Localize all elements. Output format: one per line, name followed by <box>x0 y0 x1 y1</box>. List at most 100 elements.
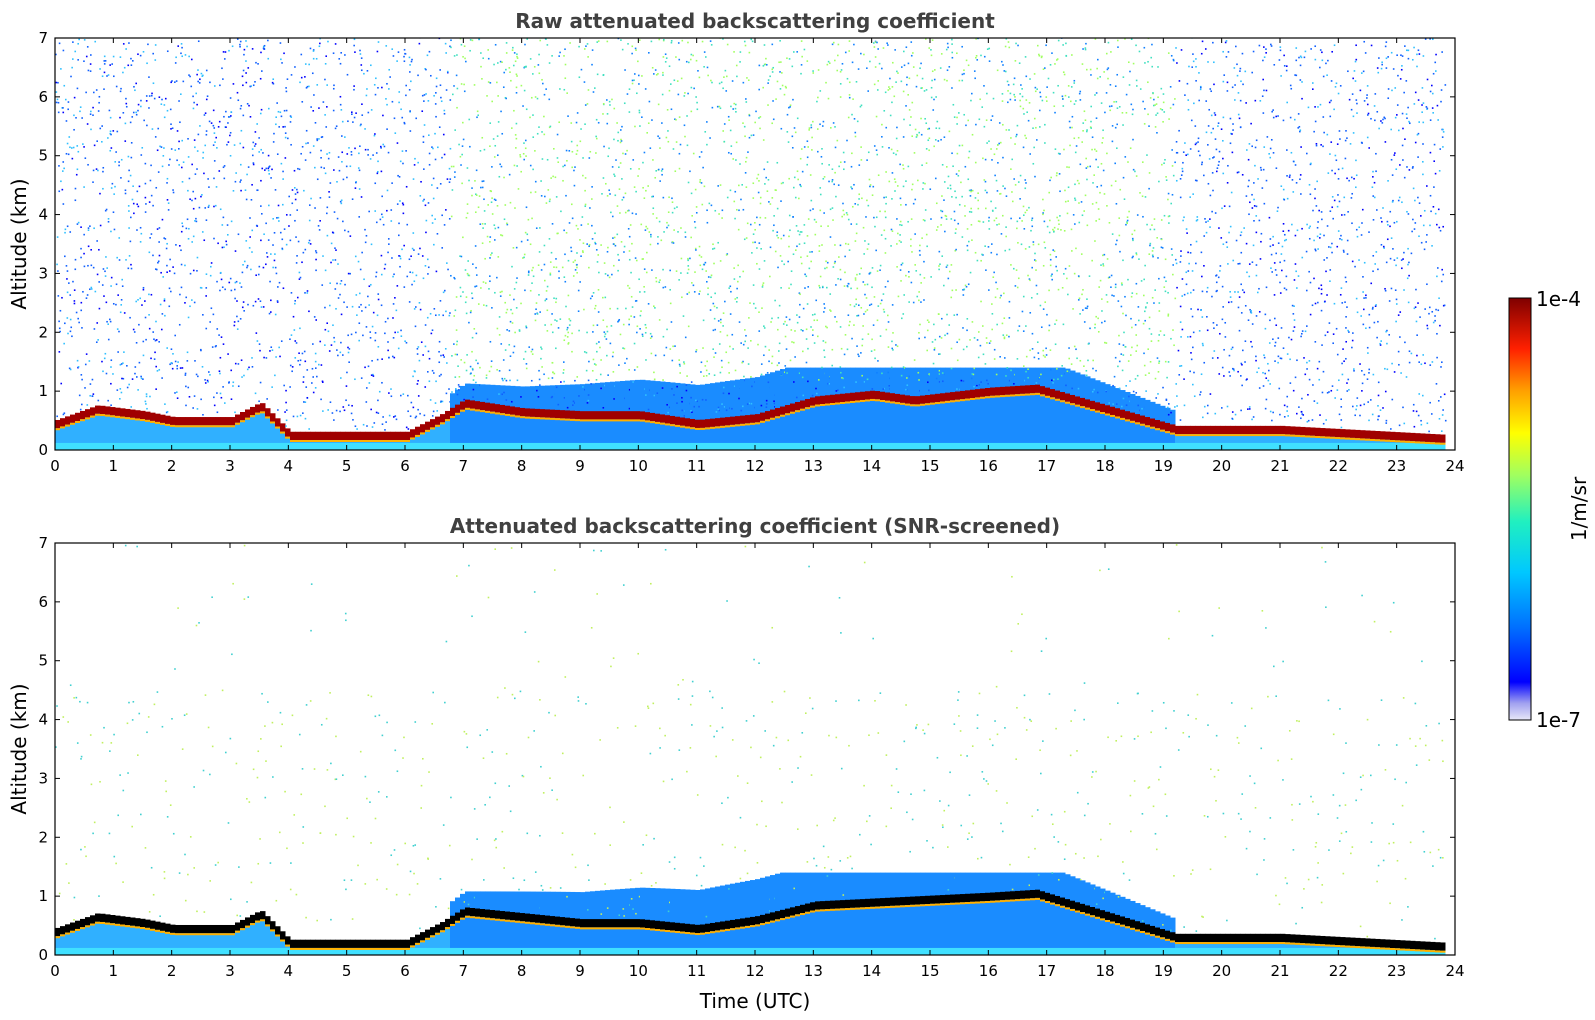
noise-speckle <box>523 66 526 68</box>
layer-top-cell <box>915 396 921 405</box>
mixed-layer-cell <box>350 435 356 450</box>
noise-speckle <box>266 398 268 400</box>
noise-speckle <box>740 198 742 201</box>
noise-speckle <box>828 164 830 166</box>
noise-speckle <box>456 87 459 90</box>
noise-speckle <box>771 68 774 71</box>
noise-speckle <box>464 301 467 304</box>
noise-speckle <box>774 250 777 253</box>
noise-speckle <box>903 118 905 121</box>
noise-speckle <box>966 345 968 348</box>
noise-speckle <box>168 305 171 308</box>
noise-speckle <box>496 205 499 207</box>
noise-speckle <box>871 338 873 341</box>
noise-speckle <box>347 120 349 123</box>
noise-speckle <box>928 137 931 140</box>
noise-speckle <box>620 140 623 142</box>
noise-speckle <box>622 347 624 349</box>
noise-speckle <box>584 104 587 106</box>
noise-speckle <box>453 315 456 317</box>
layer-edge-cell <box>615 419 621 422</box>
noise-speckle <box>239 181 242 183</box>
noise-speckle <box>584 189 586 192</box>
surface-layer-cell <box>945 442 951 450</box>
noise-speckle <box>703 65 705 68</box>
noise-speckle <box>907 220 909 223</box>
noise-speckle <box>792 98 794 101</box>
layer-edge-cell <box>340 439 346 442</box>
noise-speckle <box>489 275 491 277</box>
noise-speckle <box>196 73 198 76</box>
noise-speckle <box>851 337 853 340</box>
noise-speckle <box>274 374 276 377</box>
noise-speckle <box>910 245 912 247</box>
mixed-layer-cell <box>160 418 166 450</box>
noise-speckle <box>332 52 335 55</box>
noise-speckle <box>654 176 657 179</box>
noise-speckle <box>142 378 144 380</box>
noise-speckle <box>193 101 195 104</box>
noise-speckle <box>925 162 928 164</box>
layer-top-cell <box>515 407 521 416</box>
noise-speckle <box>319 38 321 40</box>
layer-top-cell <box>495 404 501 413</box>
noise-speckle <box>752 182 755 185</box>
noise-speckle <box>380 170 383 173</box>
noise-speckle <box>137 389 139 391</box>
noise-speckle <box>700 256 703 258</box>
layer-edge-cell <box>275 426 281 429</box>
noise-speckle <box>166 242 168 245</box>
noise-speckle <box>985 269 987 271</box>
noise-speckle <box>900 280 902 282</box>
noise-speckle <box>68 282 70 284</box>
noise-speckle <box>427 273 429 275</box>
noise-speckle <box>265 252 268 254</box>
noise-speckle <box>89 70 92 72</box>
noise-speckle <box>976 339 979 341</box>
noise-speckle <box>790 329 793 331</box>
layer-top-cell <box>630 411 636 420</box>
surface-layer-cell <box>265 442 271 450</box>
noise-speckle <box>107 218 110 220</box>
noise-speckle <box>282 287 285 290</box>
noise-speckle <box>117 294 119 296</box>
layer-edge-cell <box>225 425 231 428</box>
noise-speckle <box>252 84 255 87</box>
noise-speckle <box>116 130 119 133</box>
layer-edge-cell <box>915 404 921 407</box>
noise-speckle <box>419 195 422 197</box>
noise-speckle <box>186 218 189 221</box>
noise-speckle <box>896 185 899 187</box>
surface-layer-cell <box>985 442 991 450</box>
noise-speckle <box>166 347 168 349</box>
noise-speckle <box>373 134 376 137</box>
noise-speckle <box>67 101 70 103</box>
noise-speckle <box>176 130 179 132</box>
noise-speckle <box>170 148 173 150</box>
noise-speckle <box>899 223 901 226</box>
noise-speckle <box>147 43 149 46</box>
noise-speckle <box>410 255 412 258</box>
noise-speckle <box>438 375 441 377</box>
noise-speckle <box>988 342 991 344</box>
noise-speckle <box>595 379 598 381</box>
noise-speckle <box>76 359 79 362</box>
noise-speckle <box>371 325 374 328</box>
layer-edge-cell <box>470 408 476 411</box>
layer-top-cell <box>115 407 121 416</box>
noise-speckle <box>491 197 493 199</box>
noise-speckle <box>265 167 268 170</box>
noise-speckle <box>1005 235 1007 238</box>
noise-speckle <box>360 57 363 59</box>
noise-speckle <box>326 212 328 215</box>
noise-speckle <box>180 230 183 233</box>
noise-speckle <box>289 364 292 367</box>
layer-edge-cell <box>375 439 381 442</box>
noise-speckle <box>535 227 538 230</box>
noise-speckle <box>606 325 608 328</box>
mixed-layer-cell <box>875 367 881 450</box>
noise-speckle <box>89 63 92 65</box>
noise-speckle <box>564 334 567 337</box>
noise-speckle <box>189 75 191 78</box>
noise-speckle <box>242 263 244 266</box>
